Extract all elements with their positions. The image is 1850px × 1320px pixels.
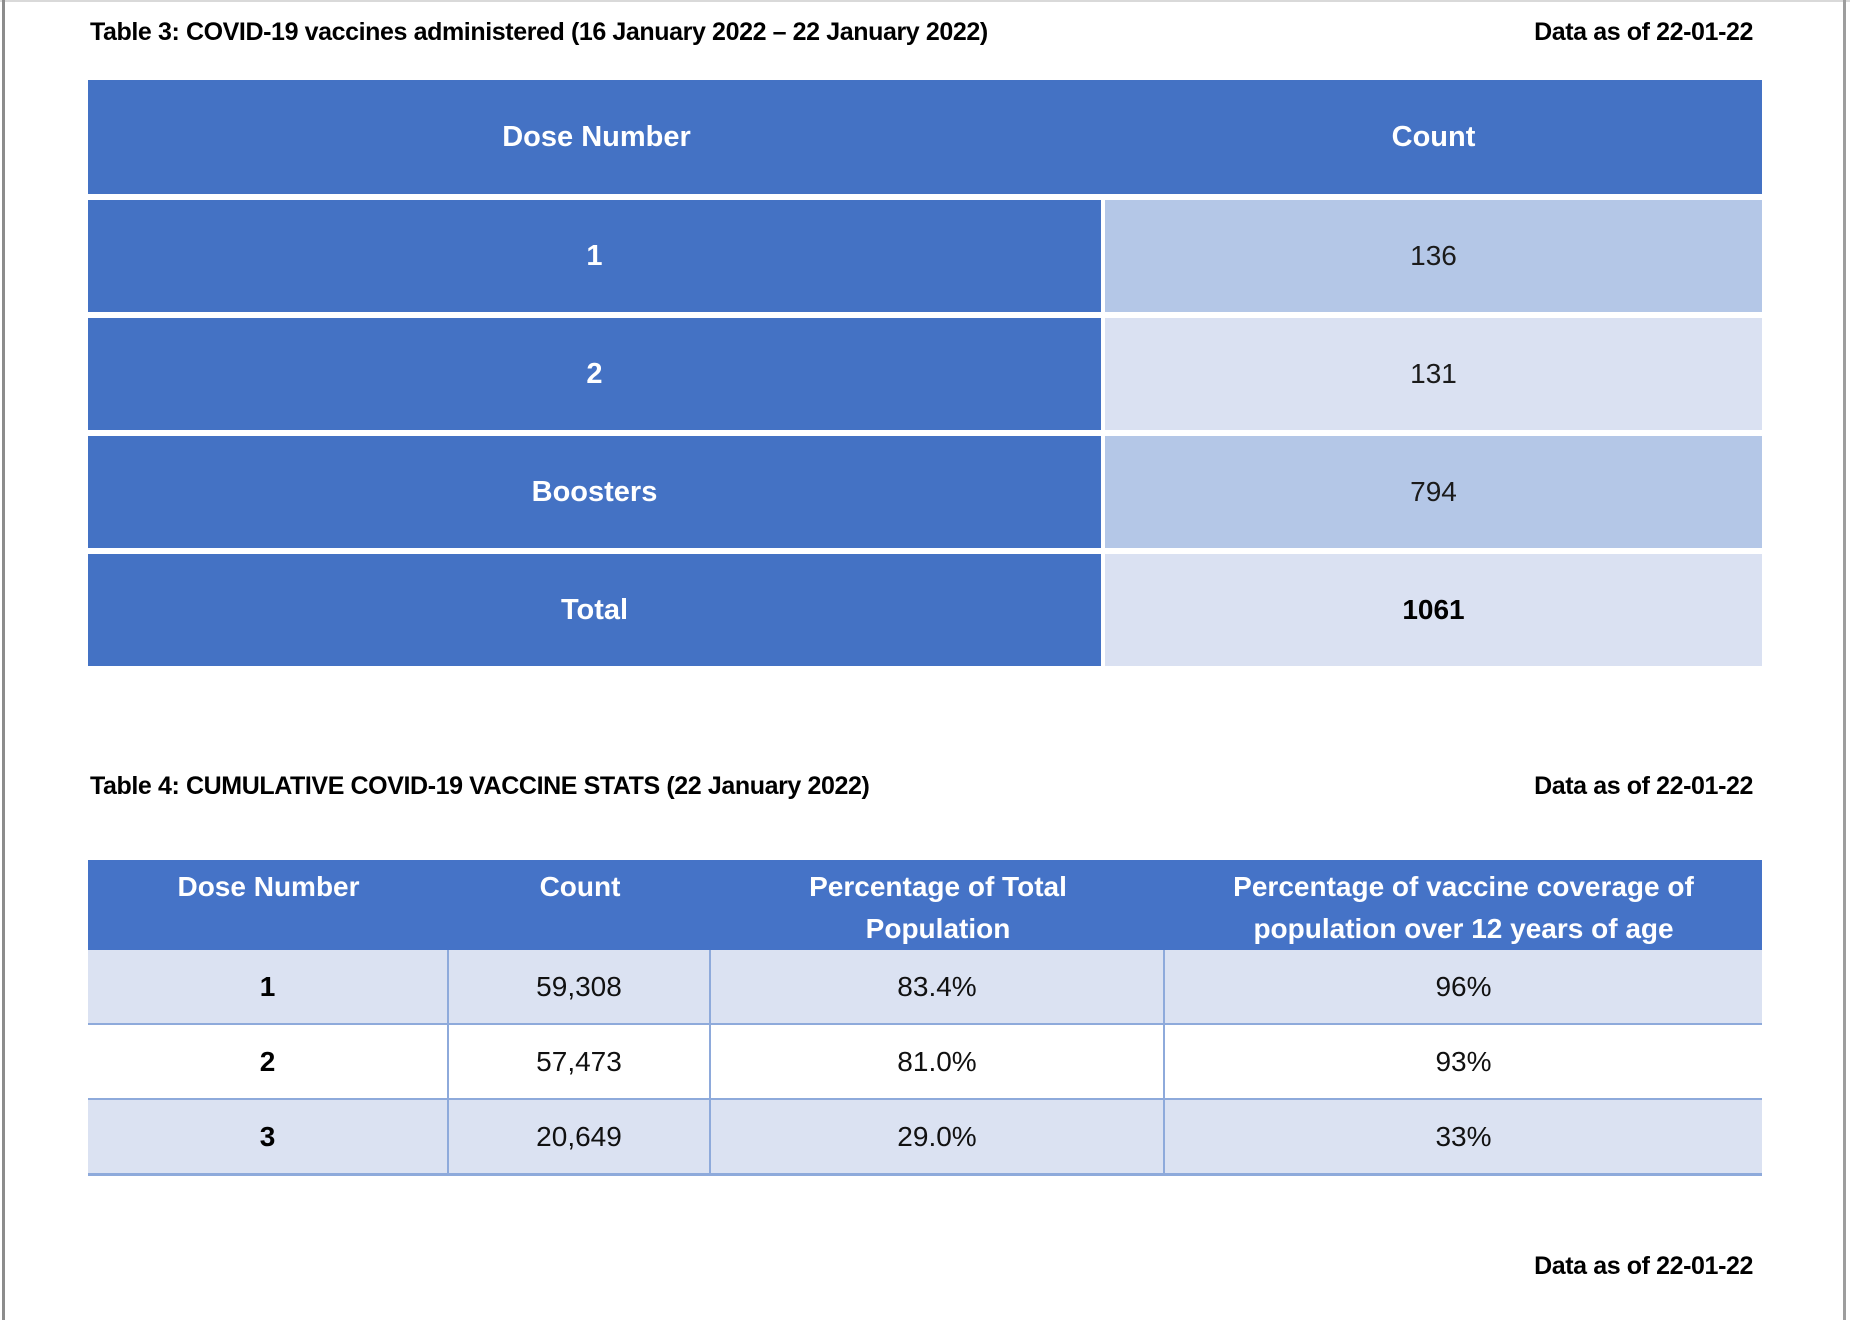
- table4-row3-count: 20,649: [449, 1100, 711, 1173]
- page-left-edge: [2, 0, 5, 1320]
- table4-header-pct-coverage-over-12: Percentage of vaccine coverage of popula…: [1233, 871, 1694, 944]
- table4-row2-pct-total: 81.0%: [711, 1025, 1165, 1098]
- table4-row3-pct-total: 29.0%: [711, 1100, 1165, 1173]
- table3-row3-dose: Boosters: [88, 436, 1101, 548]
- table3-header-row: Dose Number Count: [88, 80, 1762, 194]
- table3-row1-count: 136: [1105, 200, 1762, 312]
- table-row: Total 1061: [88, 554, 1762, 666]
- table-row: 1 59,308 83.4% 96%: [88, 950, 1762, 1023]
- page-right-edge: [1843, 0, 1846, 1320]
- table3-row1-dose: 1: [88, 200, 1101, 312]
- table-row: Boosters 794: [88, 436, 1762, 548]
- table4-row3-pct-over12: 33%: [1435, 1120, 1492, 1152]
- table4-row2-dose: 2: [88, 1025, 449, 1098]
- table-row: 2 57,473 81.0% 93%: [88, 1023, 1762, 1098]
- table4-cumulative-vaccine-stats: Dose Number Count Percentage of Total Po…: [88, 860, 1762, 1176]
- table3-row3-count: 794: [1105, 436, 1762, 548]
- table3-data-as-of: Data as of 22-01-22: [1534, 18, 1753, 46]
- table4-header-pct-total-population: Percentage of Total Population: [809, 871, 1067, 944]
- table4-row1-dose: 1: [88, 950, 449, 1023]
- table4-row3-dose: 3: [88, 1100, 449, 1173]
- table4-header-count: Count: [539, 871, 621, 902]
- table4-row2-pct-over12: 93%: [1435, 1045, 1492, 1077]
- table4-row2-count: 57,473: [449, 1025, 711, 1098]
- table-row: 3 20,649 29.0% 33%: [88, 1098, 1762, 1173]
- table3-row2-dose: 2: [88, 318, 1101, 430]
- table3-header-dose-number: Dose Number: [502, 120, 691, 153]
- table4-row1-count: 59,308: [449, 950, 711, 1023]
- table4-title: Table 4: CUMULATIVE COVID-19 VACCINE STA…: [90, 772, 870, 800]
- table3-title: Table 3: COVID-19 vaccines administered …: [90, 18, 988, 46]
- table4-row1-pct-over12: 96%: [1435, 970, 1492, 1002]
- table-row: 2 131: [88, 318, 1762, 430]
- table3-row-total-count: 1061: [1105, 554, 1762, 666]
- page-top-edge: [0, 0, 1850, 2]
- table4-header-dose-number: Dose Number: [177, 871, 360, 902]
- table3-row-total-label: Total: [88, 554, 1101, 666]
- footer-data-as-of: Data as of 22-01-22: [1534, 1252, 1753, 1280]
- table-row: 1 136: [88, 200, 1762, 312]
- table3-row2-count: 131: [1105, 318, 1762, 430]
- table4-header-row: Dose Number Count Percentage of Total Po…: [88, 860, 1762, 950]
- table3-header-count: Count: [1391, 120, 1476, 153]
- table4-data-as-of: Data as of 22-01-22: [1534, 772, 1753, 800]
- table4-body: 1 59,308 83.4% 96% 2 57,473 81.0% 93% 3 …: [88, 950, 1762, 1176]
- table4-row1-pct-total: 83.4%: [711, 950, 1165, 1023]
- table3-vaccines-administered: Dose Number Count 1 136 2 131 Boosters 7…: [88, 80, 1762, 666]
